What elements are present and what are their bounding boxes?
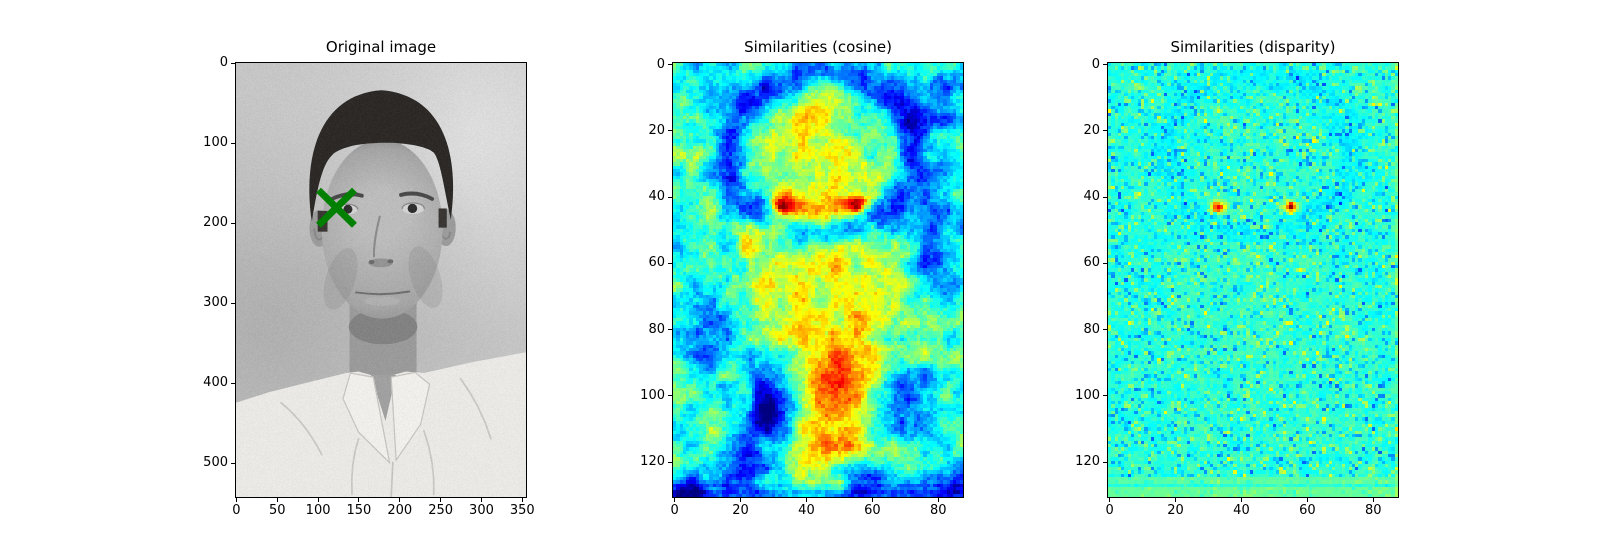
x-tick-label: 200 — [387, 503, 413, 518]
y-tick-mark — [668, 395, 672, 397]
y-tick-mark — [668, 329, 672, 331]
x-tick-label: 0 — [670, 503, 679, 518]
panel-similarities-disparity: Similarities (disparity) 0 20 40 60 80 0 20 40 6… — [1075, 38, 1399, 518]
x-tick-mark — [1306, 498, 1308, 502]
y-tick-label: 0 — [1091, 56, 1100, 72]
y-tick-label: 80 — [1083, 321, 1100, 337]
y-tick-mark — [1103, 130, 1107, 132]
x-tick-label: 20 — [1167, 503, 1184, 518]
panel-title-original-image: Original image — [325, 38, 437, 56]
panel-similarities-cosine: Similarities (cosine) 0 20 40 60 80 0 20 40 60 80… — [640, 38, 964, 518]
y-tick-label: 120 — [1075, 454, 1100, 470]
x-tick-label: 100 — [305, 503, 331, 518]
y-tick-label: 40 — [1083, 189, 1100, 205]
x-tick-label: 0 — [1105, 503, 1114, 518]
panel-original-image: Original image 0 50 100 150 200 250 300 350 0 100… — [203, 38, 535, 518]
y-tick-label: 60 — [1083, 255, 1100, 271]
x-tick-mark — [937, 498, 939, 502]
y-tick-mark — [668, 130, 672, 132]
x-tick-mark — [1372, 498, 1374, 502]
y-tick-mark — [231, 62, 235, 64]
x-tick-label: 350 — [509, 503, 535, 518]
axes-frame — [672, 62, 964, 498]
y-tick-label: 100 — [203, 135, 228, 151]
y-tick-mark — [1103, 395, 1107, 397]
x-tick-label: 80 — [930, 503, 947, 518]
y-tick-label: 80 — [648, 321, 665, 337]
y-tick-label: 20 — [1083, 122, 1100, 138]
y-tick-label: 500 — [203, 455, 228, 471]
x-tick-mark — [276, 498, 278, 502]
x-tick-label: 60 — [1299, 503, 1316, 518]
y-tick-mark — [231, 382, 235, 384]
x-tick-mark — [1240, 498, 1242, 502]
x-tick-mark — [871, 498, 873, 502]
x-tick-label: 20 — [732, 503, 749, 518]
x-tick-label: 40 — [798, 503, 815, 518]
y-tick-label: 300 — [203, 295, 228, 311]
y-tick-mark — [231, 302, 235, 304]
y-tick-label: 40 — [648, 189, 665, 205]
y-tick-label: 20 — [648, 122, 665, 138]
x-tick-mark — [805, 498, 807, 502]
x-tick-label: 250 — [428, 503, 454, 518]
y-tick-mark — [1103, 196, 1107, 198]
y-tick-mark — [231, 222, 235, 224]
y-tick-mark — [231, 462, 235, 464]
x-tick-mark — [480, 498, 482, 502]
x-tick-mark — [440, 498, 442, 502]
y-tick-mark — [668, 196, 672, 198]
x-tick-mark — [1175, 498, 1177, 502]
y-tick-mark — [1103, 262, 1107, 264]
y-tick-label: 400 — [203, 375, 228, 391]
y-tick-label: 60 — [648, 255, 665, 271]
x-tick-label: 0 — [232, 503, 241, 518]
y-tick-mark — [1103, 64, 1107, 66]
x-tick-label: 80 — [1365, 503, 1382, 518]
x-tick-mark — [521, 498, 523, 502]
original-image-canvas — [236, 63, 526, 497]
x-tick-label: 40 — [1233, 503, 1250, 518]
x-tick-mark — [1109, 498, 1111, 502]
x-tick-mark — [674, 498, 676, 502]
y-tick-label: 100 — [640, 387, 665, 403]
disparity-heatmap-canvas — [1108, 63, 1398, 497]
y-tick-mark — [668, 262, 672, 264]
x-tick-label: 150 — [346, 503, 372, 518]
cosine-heatmap-canvas — [673, 63, 963, 497]
x-tick-mark — [358, 498, 360, 502]
y-tick-mark — [668, 461, 672, 463]
y-tick-mark — [231, 142, 235, 144]
y-tick-label: 120 — [640, 454, 665, 470]
y-tick-label: 200 — [203, 215, 228, 231]
x-tick-mark — [740, 498, 742, 502]
x-tick-mark — [399, 498, 401, 502]
x-tick-mark — [235, 498, 237, 502]
panel-title-similarities-disparity: Similarities (disparity) — [1170, 38, 1336, 56]
x-tick-label: 300 — [469, 503, 494, 518]
y-tick-mark — [1103, 329, 1107, 331]
x-tick-label: 50 — [268, 503, 286, 518]
panel-title-similarities-cosine: Similarities (cosine) — [744, 38, 892, 56]
y-tick-mark — [1103, 461, 1107, 463]
x-tick-label: 60 — [864, 503, 881, 518]
y-tick-mark — [668, 64, 672, 66]
axes-frame — [1107, 62, 1399, 498]
y-tick-label: 0 — [656, 56, 665, 72]
x-tick-mark — [317, 498, 319, 502]
axes-frame — [235, 62, 527, 498]
y-tick-label: 100 — [1075, 387, 1100, 403]
y-tick-label: 0 — [219, 55, 228, 71]
